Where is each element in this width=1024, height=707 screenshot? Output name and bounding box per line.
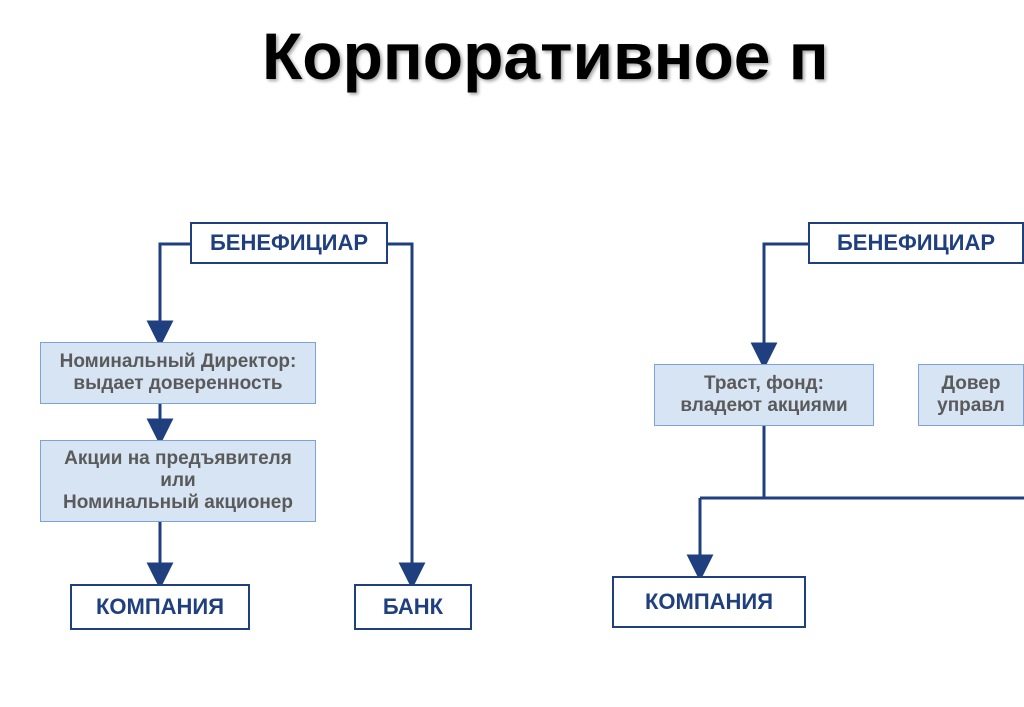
node-label: управл	[937, 395, 1005, 417]
node-label: владеют акциями	[680, 395, 847, 417]
node-R_benef: БЕНЕФИЦИАР	[808, 222, 1024, 264]
node-label: КОМПАНИЯ	[96, 594, 224, 619]
node-label: БАНК	[383, 594, 443, 619]
node-label: Акции на предъявителя	[64, 448, 292, 470]
diagram-canvas: Корпоративное п БЕНЕФИЦИАР Номинальный Ди…	[0, 0, 1024, 707]
node-L_bank: БАНК	[354, 584, 472, 630]
node-label: КОМПАНИЯ	[645, 589, 773, 614]
node-R_trustee: Доверуправл	[918, 364, 1024, 426]
node-label: выдает доверенность	[73, 373, 282, 395]
node-L_dir: Номинальный Директор:выдает доверенность	[40, 342, 316, 404]
node-label: БЕНЕФИЦИАР	[210, 230, 368, 255]
node-L_company: КОМПАНИЯ	[70, 584, 250, 630]
page-title: Корпоративное п	[262, 18, 829, 94]
node-label: Номинальный акционер	[63, 492, 293, 514]
node-L_benef: БЕНЕФИЦИАР	[190, 222, 388, 264]
node-label: БЕНЕФИЦИАР	[837, 230, 995, 255]
node-label: Траст, фонд:	[704, 373, 824, 395]
node-label: Номинальный Директор:	[60, 351, 297, 373]
node-R_trust: Траст, фонд:владеют акциями	[654, 364, 874, 426]
node-L_shares: Акции на предъявителяилиНоминальный акци…	[40, 440, 316, 522]
edge	[764, 244, 814, 364]
node-label: или	[160, 470, 195, 492]
edge	[388, 244, 412, 584]
node-label: Довер	[942, 373, 1001, 395]
node-R_company: КОМПАНИЯ	[612, 576, 806, 628]
